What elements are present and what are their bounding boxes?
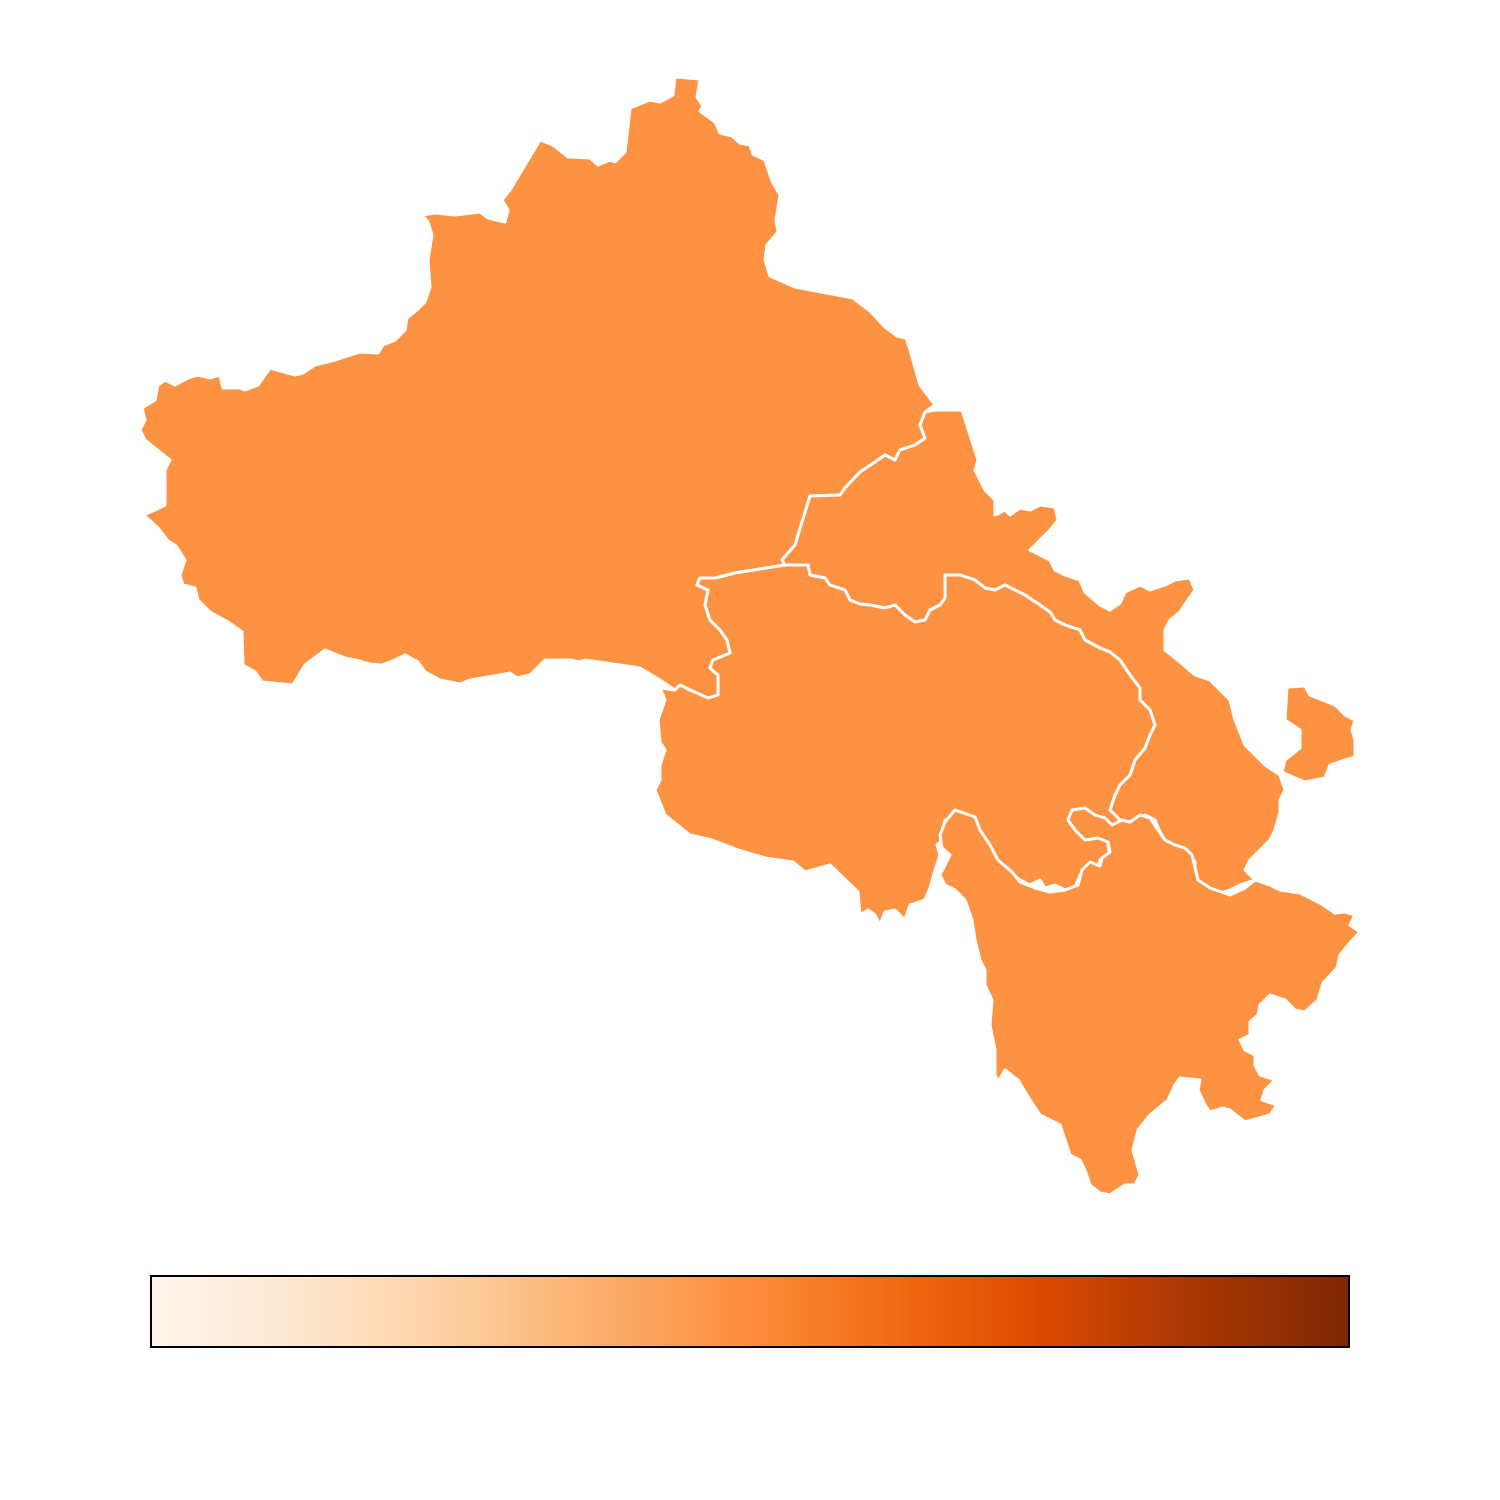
- map-region-northeast-island[interactable]: [1280, 684, 1357, 784]
- map-region-northwest[interactable]: [138, 75, 937, 700]
- map-region-south[interactable]: [938, 806, 1362, 1197]
- colorbar: [150, 1275, 1350, 1348]
